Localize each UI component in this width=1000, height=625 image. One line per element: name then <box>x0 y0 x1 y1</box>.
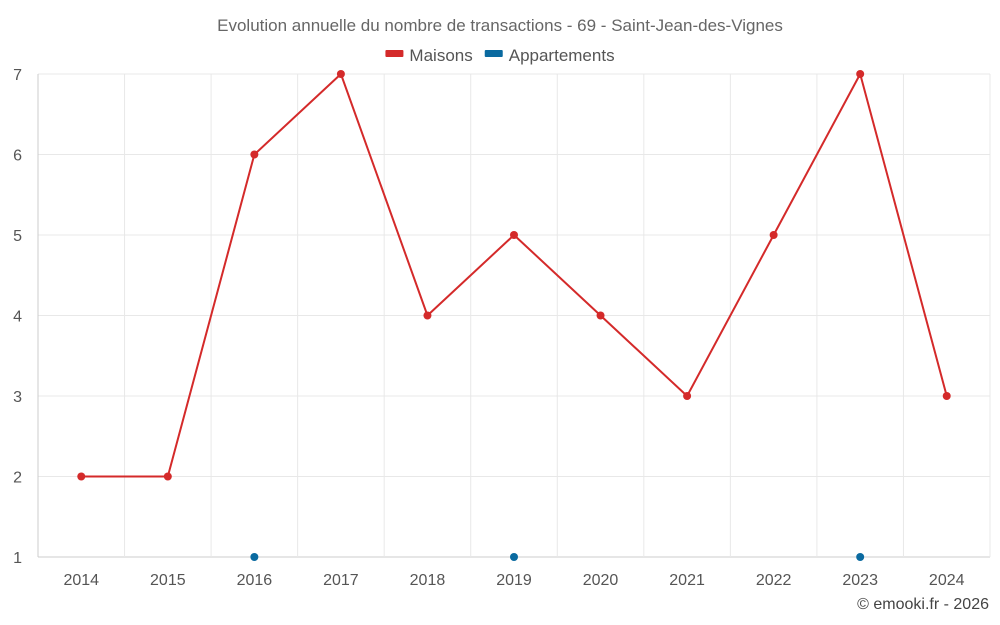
data-point[interactable] <box>510 553 518 561</box>
y-tick-label: 6 <box>13 148 22 165</box>
data-point[interactable] <box>77 472 86 481</box>
legend-swatch <box>385 50 404 57</box>
grid <box>37 73 991 558</box>
data-point[interactable] <box>769 231 778 239</box>
series-maisons <box>77 70 951 481</box>
legend-label: Appartements <box>509 46 615 65</box>
x-tick-label: 2015 <box>150 572 186 589</box>
credit-text: © emooki.fr - 2026 <box>857 596 989 613</box>
x-tick-label: 2019 <box>496 572 532 589</box>
x-tick-label: 2017 <box>323 572 359 589</box>
y-tick-label: 7 <box>13 67 22 84</box>
x-tick-label: 2024 <box>929 572 965 589</box>
chart-title: Evolution annuelle du nombre de transact… <box>217 16 783 35</box>
x-tick-label: 2020 <box>583 572 619 589</box>
data-point[interactable] <box>250 150 259 159</box>
legend-item-maisons[interactable]: Maisons <box>385 46 473 65</box>
y-tick-label: 2 <box>13 470 22 487</box>
x-tick-label: 2018 <box>410 572 446 589</box>
y-tick-label: 1 <box>13 550 22 567</box>
legend-item-appartements[interactable]: Appartements <box>484 46 615 65</box>
data-point[interactable] <box>163 472 172 481</box>
data-point[interactable] <box>856 70 865 78</box>
data-point[interactable] <box>423 311 432 320</box>
x-tick-label: 2016 <box>237 572 273 589</box>
y-tick-label: 5 <box>13 228 22 245</box>
x-tick-label: 2021 <box>669 572 705 589</box>
x-tick-label: 2023 <box>842 572 878 589</box>
legend: Maisons Appartements <box>385 46 615 65</box>
data-point[interactable] <box>510 231 518 239</box>
data-point[interactable] <box>250 553 259 561</box>
data-point[interactable] <box>596 311 605 320</box>
y-tick-label: 4 <box>13 309 22 326</box>
data-point[interactable] <box>856 553 865 561</box>
series-appartements <box>250 553 865 561</box>
x-tick-label: 2014 <box>63 572 99 589</box>
x-axis-ticks: 2014 2015 2016 2017 2018 2019 2020 2021 2022 2023… <box>63 572 964 589</box>
data-point[interactable] <box>942 392 951 400</box>
x-tick-label: 2022 <box>756 572 792 589</box>
data-point[interactable] <box>683 392 692 400</box>
y-tick-label: 3 <box>13 389 22 406</box>
y-axis-ticks: 1 2 3 4 5 6 7 <box>13 67 22 567</box>
legend-label: Maisons <box>409 46 472 65</box>
legend-swatch <box>484 50 503 57</box>
series-layer <box>77 70 951 561</box>
data-point[interactable] <box>336 70 345 78</box>
